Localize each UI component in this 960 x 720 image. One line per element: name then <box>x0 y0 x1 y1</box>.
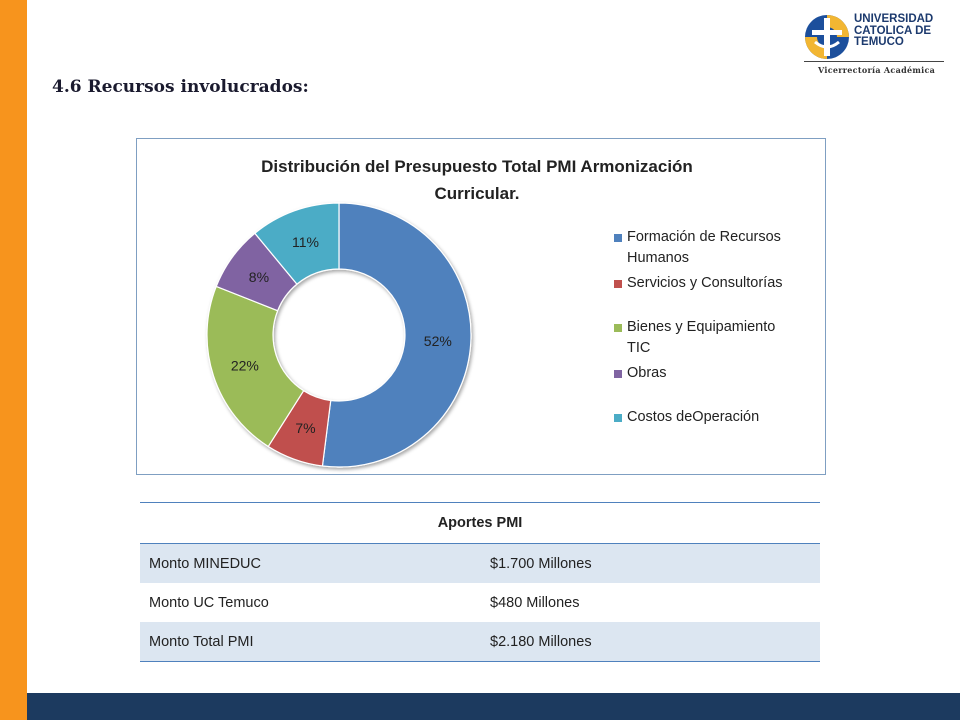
donut-plot-area: 52% 7% 22% 8% 11% <box>206 202 472 468</box>
table-header: Aportes PMI <box>140 502 820 544</box>
legend-swatch <box>614 280 622 288</box>
legend-label: Bienes y Equipamiento TIC <box>627 319 776 356</box>
donut-slices <box>206 202 472 468</box>
bottom-footer-bar <box>27 693 960 720</box>
budget-donut-chart: Distribución del Presupuesto Total PMI A… <box>136 138 826 475</box>
row-value: $480 Millones <box>490 594 580 611</box>
university-name: UNIVERSIDAD CATOLICA DE TEMUCO <box>854 13 934 48</box>
chart-title-line-2: Curricular. <box>434 184 520 203</box>
legend-label: Obras <box>627 365 667 381</box>
left-accent-bar <box>0 0 27 720</box>
legend-swatch <box>614 324 622 332</box>
legend-label: Costos deOperación <box>627 409 760 425</box>
donut-slice-5 <box>254 202 340 285</box>
university-seal-icon <box>805 15 849 59</box>
chart-title-line-1: Distribución del Presupuesto Total PMI A… <box>261 157 693 176</box>
table-row: Monto UC Temuco $480 Millones <box>140 583 820 622</box>
row-value: $1.700 Millones <box>481 543 820 583</box>
slice-data-label: 8% <box>249 269 269 285</box>
chart-title: Distribución del Presupuesto Total PMI A… <box>177 153 777 207</box>
table-row: Monto MINEDUC $1.700 Millones <box>140 543 820 583</box>
table-header-row: Aportes PMI <box>140 502 820 544</box>
legend-label: Servicios y Consultorías <box>627 275 783 291</box>
slice-data-label: 11% <box>292 234 319 250</box>
legend-swatch <box>614 370 622 378</box>
row-label: Monto MINEDUC <box>140 543 481 583</box>
table-row: Monto Total PMI $2.180 Millones <box>140 622 820 662</box>
slice-data-label: 22% <box>231 358 259 374</box>
logo-subtitle: Vicerrectoría Académica <box>818 65 936 75</box>
logo-divider <box>804 61 944 62</box>
row-label: Monto UC Temuco <box>149 594 269 611</box>
row-label: Monto Total PMI <box>140 622 481 662</box>
row-value: $2.180 Millones <box>481 622 820 662</box>
legend-swatch <box>614 234 622 242</box>
university-logo: UNIVERSIDAD CATOLICA DE TEMUCO Vicerrect… <box>800 12 948 78</box>
legend-label: Formación de Recursos Humanos <box>627 229 781 266</box>
slice-data-label: 7% <box>295 420 315 436</box>
legend-swatch <box>614 414 622 422</box>
section-heading: 4.6 Recursos involucrados: <box>52 77 309 97</box>
slice-data-label: 52% <box>424 333 452 349</box>
donut-slice-3 <box>206 285 305 448</box>
contributions-table: Aportes PMI Monto MINEDUC $1.700 Millone… <box>140 502 820 662</box>
donut-slice-1 <box>321 202 472 468</box>
